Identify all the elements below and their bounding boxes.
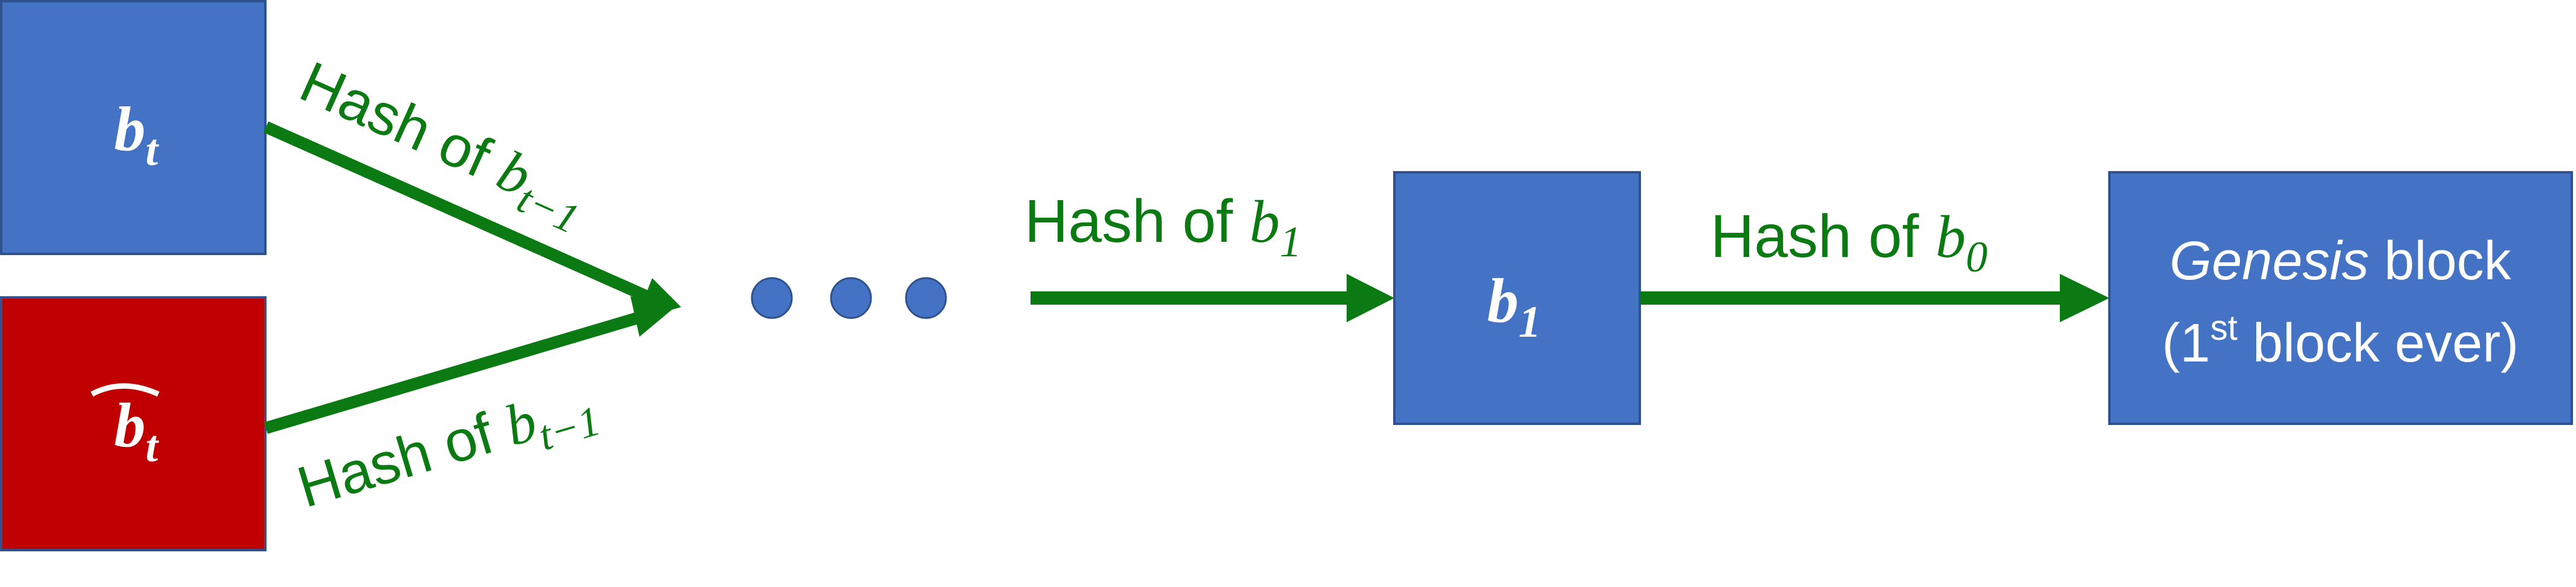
ellipsis-dot bbox=[830, 277, 872, 319]
block-bt-hat-base: b bbox=[114, 391, 146, 460]
svg-text:Hash of bt−1: Hash of bt−1 bbox=[286, 49, 597, 242]
genesis-line1-rest: block bbox=[2369, 231, 2512, 291]
arrow-b1-label-sub: 1 bbox=[1280, 218, 1301, 266]
arrow-bt-to-prev: Hash of bt−1 bbox=[263, 49, 681, 320]
block-bt-hat: bt bbox=[0, 296, 267, 551]
arrow-bt-label-text: Hash of bbox=[291, 49, 514, 196]
block-b1-sub: 1 bbox=[1519, 297, 1541, 347]
arrow-bthat-to-prev: Hash of bt−1 bbox=[264, 296, 676, 530]
block-b1-base: b bbox=[1487, 266, 1519, 336]
ellipsis-dots bbox=[751, 277, 947, 319]
block-bt: bt bbox=[0, 0, 267, 255]
arrow-genesis-label-text: Hash of bbox=[1710, 203, 1935, 270]
genesis-line1-italic: Genesis bbox=[2169, 231, 2369, 291]
svg-text:Hash of bt−1: Hash of bt−1 bbox=[290, 371, 605, 530]
arrow-genesis-label-sub: 0 bbox=[1966, 233, 1987, 281]
svg-text:(1st block ever): (1st block ever) bbox=[2162, 308, 2519, 374]
genesis-line2-prefix: (1 bbox=[2162, 313, 2210, 374]
svg-text:Hash of b1: Hash of b1 bbox=[1024, 187, 1301, 266]
arrow-b1-label-var: b bbox=[1249, 188, 1280, 255]
svg-text:bt: bt bbox=[114, 94, 160, 175]
genesis-line2-sup: st bbox=[2210, 308, 2238, 348]
block-bt-base: b bbox=[114, 94, 146, 164]
arrow-bthat-label-sub: t−1 bbox=[533, 398, 605, 460]
arrow-b1-to-genesis: Hash of b0 bbox=[1640, 203, 2109, 322]
ellipsis-dot bbox=[905, 277, 947, 319]
block-genesis: Genesis block (1st block ever) bbox=[2108, 171, 2573, 425]
arrow-b1-label-text: Hash of bbox=[1024, 187, 1249, 255]
block-bt-sub: t bbox=[146, 126, 160, 175]
ellipsis-dot bbox=[751, 277, 793, 319]
svg-text:bt: bt bbox=[114, 391, 160, 472]
genesis-line2-suffix: block ever) bbox=[2238, 313, 2519, 374]
svg-text:Hash of b0: Hash of b0 bbox=[1710, 203, 1987, 281]
arrow-genesis-label-var: b bbox=[1935, 203, 1966, 270]
hat-accent-icon bbox=[90, 383, 160, 397]
block-bt-hat-sub: t bbox=[146, 422, 160, 472]
arrow-dots-to-b1: Hash of b1 bbox=[1024, 187, 1394, 322]
block-b1: b1 bbox=[1393, 171, 1641, 425]
svg-text:b1: b1 bbox=[1487, 266, 1541, 347]
svg-text:Genesis block: Genesis block bbox=[2169, 231, 2511, 291]
